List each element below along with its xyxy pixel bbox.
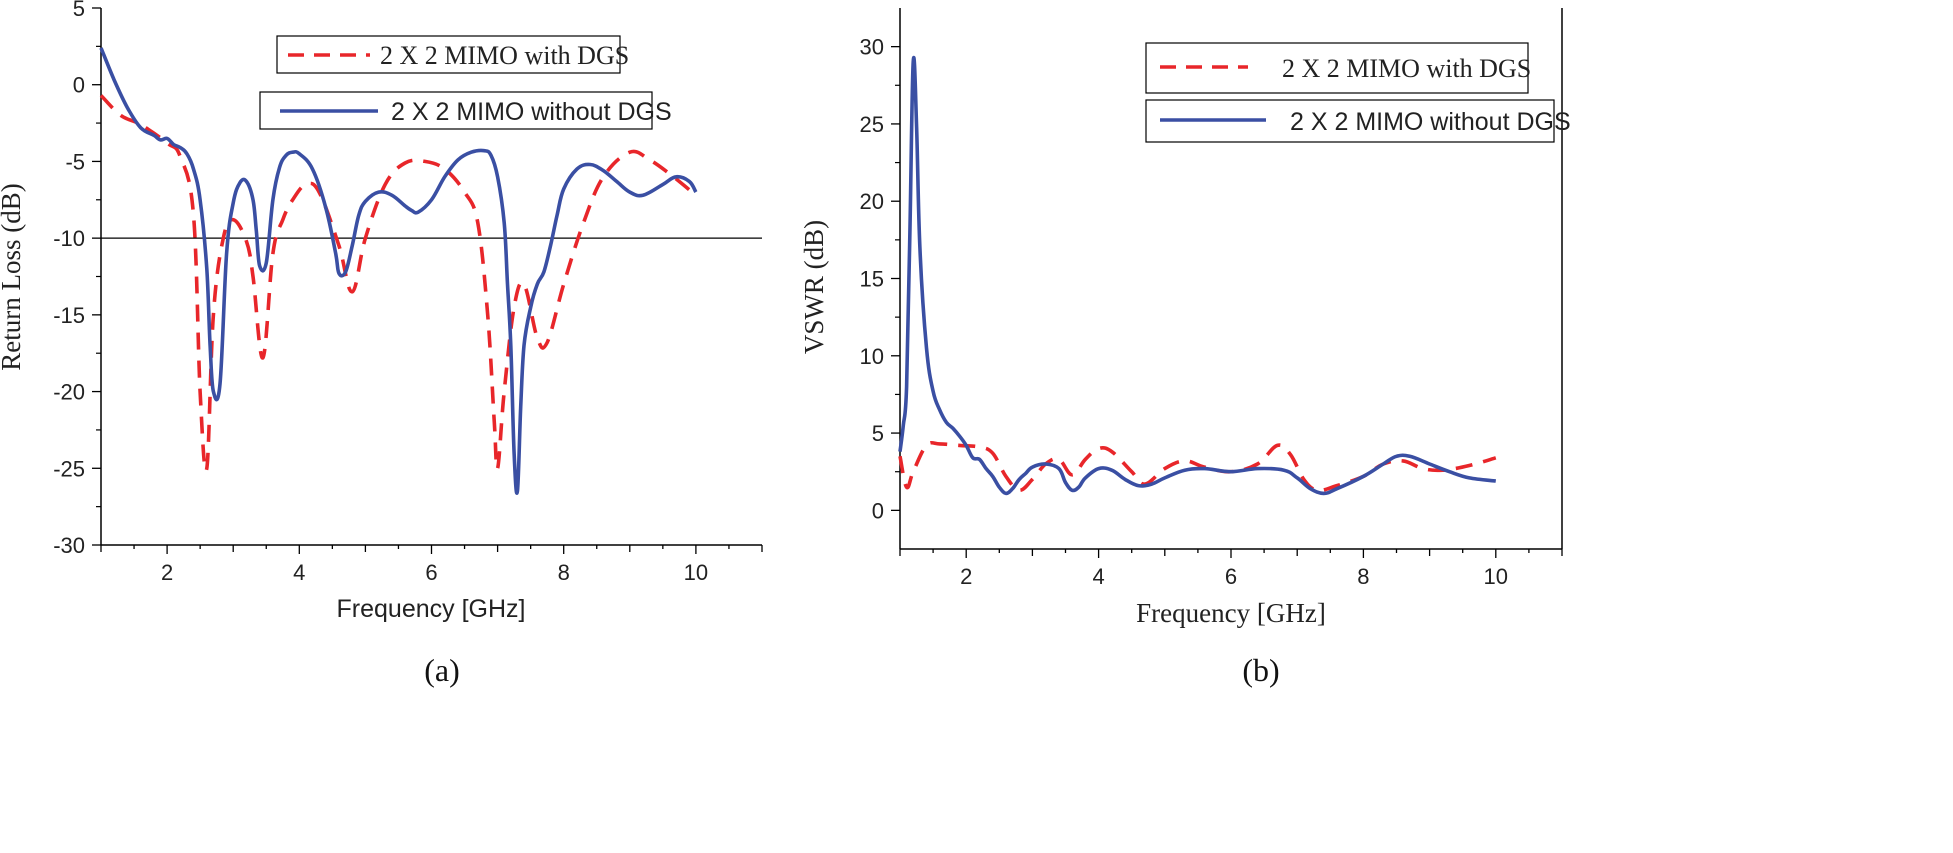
x-tick-label: 10 <box>684 560 708 585</box>
x-axis-title-b: Frequency [GHz] <box>1136 598 1326 628</box>
y-tick-label: -15 <box>53 303 85 328</box>
x-tick-label: 4 <box>1092 564 1104 589</box>
legend-label-without-dgs-a: 2 X 2 MIMO without DGS <box>391 98 672 126</box>
y-tick-label: -10 <box>53 226 85 251</box>
legend-a: 2 X 2 MIMO with DGS 2 X 2 MIMO without D… <box>259 35 672 130</box>
y-tick-label: -25 <box>53 456 85 481</box>
y-tick-label: 10 <box>860 344 884 369</box>
x-axis-title-a: Frequency [GHz] <box>337 595 526 623</box>
legend-box-dgs-a <box>276 35 621 74</box>
y-tick-label: 0 <box>73 73 85 98</box>
x-tick-label: 8 <box>558 560 570 585</box>
y-tick-label: -30 <box>53 533 85 558</box>
x-tick-label: 4 <box>293 560 305 585</box>
y-tick-label: 0 <box>872 498 884 523</box>
x-tick-label: 10 <box>1484 564 1508 589</box>
caption-a: (a) <box>424 652 460 688</box>
y-tick-label: 30 <box>860 35 884 60</box>
y-tick-label: 25 <box>860 112 884 137</box>
series-line-with-dgs <box>898 440 1497 493</box>
y-tick-label: 20 <box>860 189 884 214</box>
y-axis-title-a: Return Loss (dB) <box>0 183 26 370</box>
x-tick-label: 6 <box>1225 564 1237 589</box>
y-tick-label: 5 <box>872 421 884 446</box>
legend-label-with-dgs-b: 2 X 2 MIMO with DGS <box>1282 54 1531 83</box>
y-axis-title-b: VSWR (dB) <box>799 220 829 354</box>
return-loss-chart: 2 4 6 8 10 5 0 -5 -10 -15 -20 -25 -30 Frequency [GHz… <box>0 0 763 623</box>
legend-b: 2 X 2 MIMO with DGS 2 X 2 MIMO without D… <box>1145 42 1571 143</box>
y-tick-label: -20 <box>53 380 85 405</box>
legend-label-without-dgs-b: 2 X 2 MIMO without DGS <box>1290 108 1571 136</box>
x-tick-label: 6 <box>425 560 437 585</box>
x-tick-label: 2 <box>960 564 972 589</box>
series-line-without-dgs <box>99 47 698 495</box>
legend-box-dgs-b <box>1145 42 1529 94</box>
series-line-without-dgs <box>898 55 1497 496</box>
x-tick-label: 8 <box>1357 564 1369 589</box>
caption-b: (b) <box>1242 652 1279 688</box>
y-tick-label: -5 <box>65 149 85 174</box>
legend-label-with-dgs-a: 2 X 2 MIMO with DGS <box>380 41 629 70</box>
y-tick-label: 15 <box>860 267 884 292</box>
vswr-chart: 2 4 6 8 10 0 5 10 15 20 25 30 Frequency [GHz] VSWR … <box>799 8 1571 628</box>
series-line-with-dgs <box>99 94 698 473</box>
x-tick-label: 2 <box>161 560 173 585</box>
y-tick-label: 5 <box>73 0 85 21</box>
